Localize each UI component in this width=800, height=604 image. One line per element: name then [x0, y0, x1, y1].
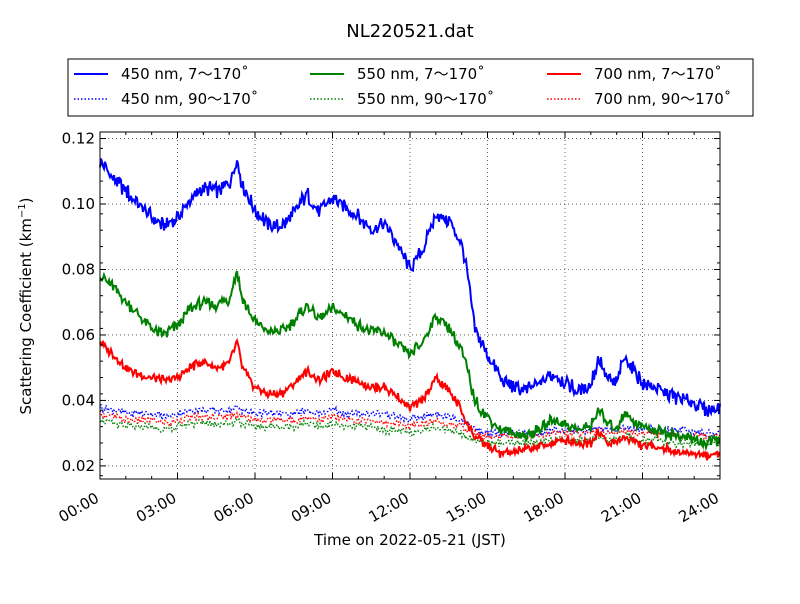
- legend-label: 700 nm, 7～170˚: [594, 65, 722, 83]
- y-axis-label-exponent: −1: [17, 203, 28, 218]
- y-tick-label: 0.02: [62, 457, 95, 475]
- y-tick-label: 0.06: [62, 326, 95, 344]
- series-line: [99, 158, 721, 417]
- y-tick-label: 0.10: [62, 195, 95, 213]
- series-layer: [99, 158, 721, 461]
- grid-lines: [100, 132, 720, 479]
- series-line: [99, 410, 721, 443]
- legend-label: 550 nm, 7～170˚: [357, 65, 485, 83]
- series-line: [99, 414, 721, 450]
- y-axis-label: Scattering Coefficient (km−1): [17, 197, 35, 414]
- legend-label: 450 nm, 90～170˚: [121, 90, 258, 108]
- chart-title: NL220521.dat: [346, 21, 473, 42]
- x-axis-label: Time on 2022-05-21 (JST): [313, 531, 506, 549]
- y-tick-label: 0.04: [62, 391, 95, 409]
- y-axis-label-main: Scattering Coefficient (km: [17, 218, 35, 414]
- y-tick-label: 0.12: [62, 130, 95, 148]
- legend-box: [67, 58, 754, 117]
- series-line: [99, 403, 721, 440]
- series-line: [99, 270, 721, 452]
- y-axis-label-close: ): [17, 197, 35, 203]
- plot-area: [99, 131, 721, 480]
- series-line: [99, 337, 721, 461]
- legend: 450 nm, 7～170˚ 550 nm, 7～170˚ 700 nm, 7～17…: [67, 58, 754, 117]
- legend-label: 700 nm, 90～170˚: [594, 90, 731, 108]
- plot-frame: [99, 131, 721, 480]
- legend-entries: 450 nm, 7～170˚ 550 nm, 7～170˚ 700 nm, 7～17…: [74, 65, 731, 108]
- y-tick-label: 0.08: [62, 260, 95, 278]
- legend-label: 450 nm, 7～170˚: [121, 65, 249, 83]
- legend-label: 550 nm, 90～170˚: [357, 90, 494, 108]
